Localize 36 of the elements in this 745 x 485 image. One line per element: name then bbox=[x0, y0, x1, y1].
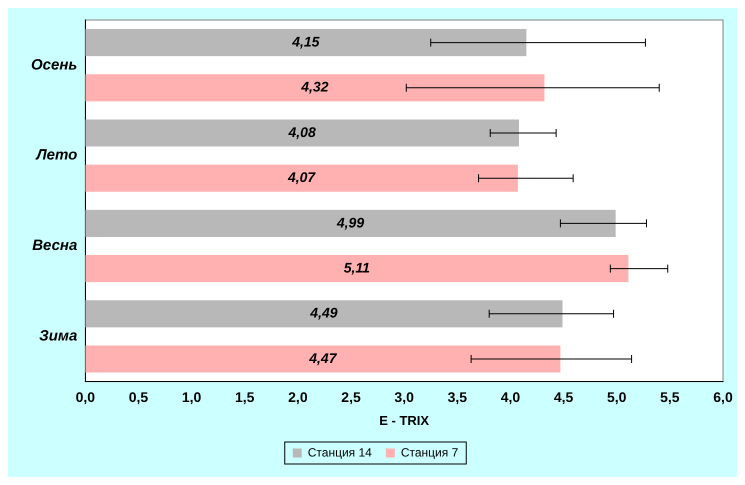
legend-label: Станция 7 bbox=[400, 445, 459, 460]
y-tick-label: Весна bbox=[32, 237, 78, 254]
x-tick-label: 3,5 bbox=[448, 388, 468, 405]
x-tick-label: 4,0 bbox=[500, 388, 520, 405]
data-label: 4,07 bbox=[286, 169, 316, 186]
bar bbox=[85, 255, 628, 282]
x-axis-title: E - TRIX bbox=[379, 412, 430, 428]
y-tick-label: Зима bbox=[39, 328, 78, 345]
x-tick-label: 0,5 bbox=[128, 388, 148, 405]
legend-label: Станция 14 bbox=[308, 445, 372, 460]
data-label: 4,99 bbox=[336, 214, 364, 230]
x-tick-label: 3,0 bbox=[394, 388, 414, 405]
x-tick-label: 5,5 bbox=[660, 388, 680, 405]
x-tick-label: 0,0 bbox=[76, 388, 96, 405]
y-tick-label: Осень bbox=[30, 56, 78, 74]
bar bbox=[85, 74, 544, 102]
x-tick-label: 6,0 bbox=[713, 388, 733, 405]
data-label: 4,15 bbox=[291, 33, 320, 50]
y-tick-label: Лето bbox=[35, 146, 78, 164]
data-label: 4,47 bbox=[308, 350, 338, 366]
bar bbox=[85, 345, 560, 373]
bar bbox=[85, 210, 616, 237]
x-tick-label: 2,5 bbox=[341, 388, 361, 405]
data-label: 5,11 bbox=[344, 259, 370, 276]
bar bbox=[85, 300, 563, 328]
x-tick-label: 1,5 bbox=[235, 388, 255, 405]
x-tick-label: 2,0 bbox=[288, 388, 308, 405]
bar bbox=[85, 119, 519, 147]
x-tick-label: 1,0 bbox=[182, 388, 202, 405]
data-label: 4,08 bbox=[288, 124, 316, 140]
data-label: 4,32 bbox=[300, 78, 329, 95]
bar bbox=[85, 29, 526, 56]
x-tick-label: 5,0 bbox=[606, 388, 627, 405]
data-label: 4,49 bbox=[309, 304, 338, 321]
bar bbox=[85, 164, 518, 192]
x-tick-label: 4,5 bbox=[554, 388, 574, 405]
